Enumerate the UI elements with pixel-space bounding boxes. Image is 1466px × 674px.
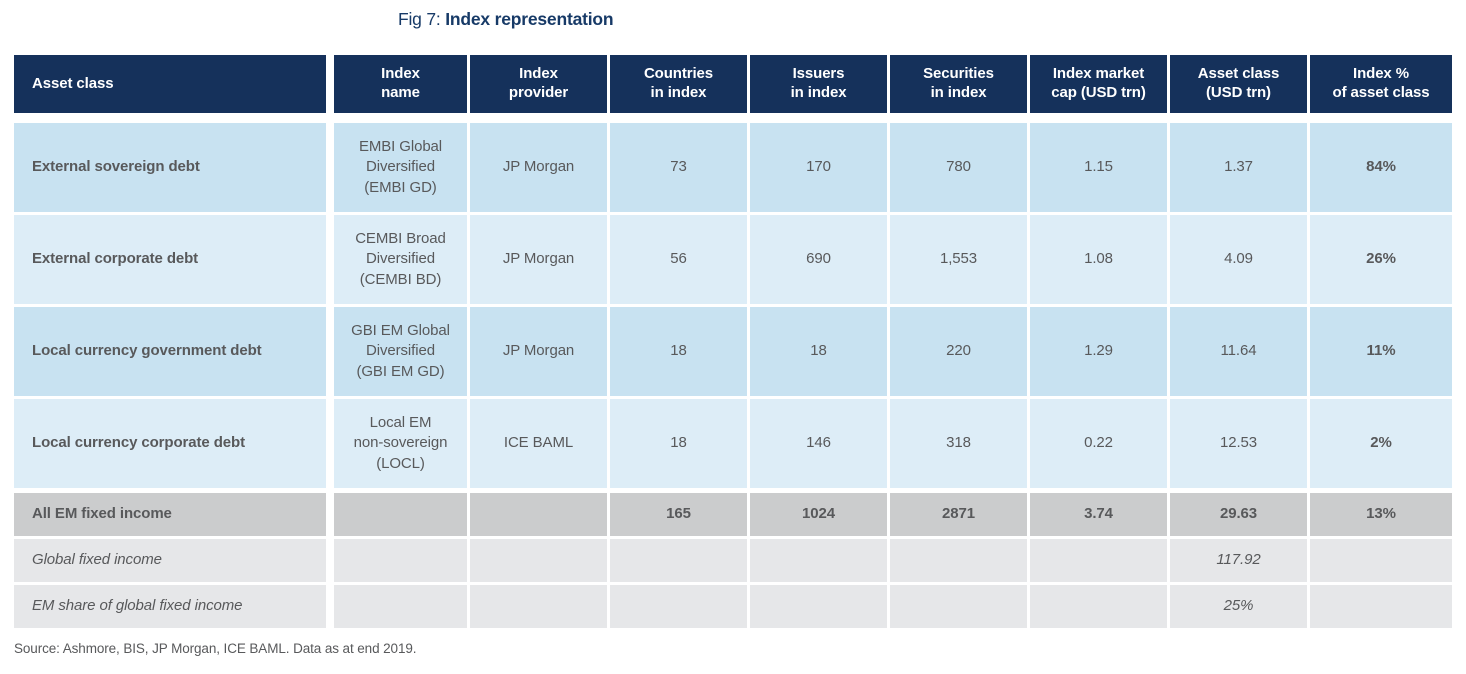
row-label: External corporate debt xyxy=(14,215,326,304)
row-label: EM share of global fixed income xyxy=(14,585,326,628)
table-cell xyxy=(334,585,467,628)
table-cell: 1.29 xyxy=(1030,307,1167,396)
table-cell: 1.37 xyxy=(1170,123,1307,212)
table-cell xyxy=(1310,585,1452,628)
table-cell: Local EM non-sovereign (LOCL) xyxy=(334,399,467,488)
table-cell: 1.15 xyxy=(1030,123,1167,212)
table-cell: CEMBI Broad Diversified (CEMBI BD) xyxy=(334,215,467,304)
table-cell: 1,553 xyxy=(890,215,1027,304)
table-cell: JP Morgan xyxy=(470,123,607,212)
table-cell xyxy=(1030,539,1167,582)
table-cell xyxy=(1310,539,1452,582)
column-header-index-market-cap: Index market cap (USD trn) xyxy=(1030,55,1167,113)
table-cell: 11% xyxy=(1310,307,1452,396)
table-cell xyxy=(750,585,887,628)
table-cell: 1024 xyxy=(750,493,887,536)
table-row-local-currency-corporate-debt: Local currency corporate debt Local EM n… xyxy=(14,399,1452,488)
row-label: External sovereign debt xyxy=(14,123,326,212)
table-cell: 0.22 xyxy=(1030,399,1167,488)
table-cell: 12.53 xyxy=(1170,399,1307,488)
table-cell: 4.09 xyxy=(1170,215,1307,304)
table-cell: 690 xyxy=(750,215,887,304)
row-label: All EM fixed income xyxy=(14,493,326,536)
table-cell xyxy=(750,539,887,582)
figure-title-prefix: Fig 7: xyxy=(398,9,441,29)
source-note: Source: Ashmore, BIS, JP Morgan, ICE BAM… xyxy=(14,641,417,656)
table-row-all-em-fixed-income: All EM fixed income 165 1024 2871 3.74 2… xyxy=(14,493,1452,536)
table-cell: 18 xyxy=(610,307,747,396)
table-cell: 2871 xyxy=(890,493,1027,536)
table-cell xyxy=(470,585,607,628)
table-row-external-corporate-debt: External corporate debt CEMBI Broad Dive… xyxy=(14,215,1452,304)
row-label: Local currency government debt xyxy=(14,307,326,396)
table-cell xyxy=(470,539,607,582)
index-representation-table: Asset class Index name Index provider Co… xyxy=(14,55,1452,628)
figure-title-main: Index representation xyxy=(445,9,614,29)
table-cell xyxy=(890,539,1027,582)
table-cell: 165 xyxy=(610,493,747,536)
table-cell: 56 xyxy=(610,215,747,304)
table-cell: 18 xyxy=(610,399,747,488)
table-cell xyxy=(334,539,467,582)
table-cell: 11.64 xyxy=(1170,307,1307,396)
table-cell: 146 xyxy=(750,399,887,488)
table-cell: 26% xyxy=(1310,215,1452,304)
table-row-external-sovereign-debt: External sovereign debt EMBI Global Dive… xyxy=(14,123,1452,212)
table-cell: JP Morgan xyxy=(470,307,607,396)
table-cell xyxy=(890,585,1027,628)
column-header-asset-class: Asset class xyxy=(14,55,326,113)
table-cell: 73 xyxy=(610,123,747,212)
table-cell xyxy=(610,539,747,582)
table-row-local-currency-government-debt: Local currency government debt GBI EM Gl… xyxy=(14,307,1452,396)
table-cell: 220 xyxy=(890,307,1027,396)
table-cell: 318 xyxy=(890,399,1027,488)
table-cell xyxy=(610,585,747,628)
table-cell: 170 xyxy=(750,123,887,212)
table-cell: 2% xyxy=(1310,399,1452,488)
table-cell: JP Morgan xyxy=(470,215,607,304)
column-header-countries: Countries in index xyxy=(610,55,747,113)
column-header-index-pct: Index % of asset class xyxy=(1310,55,1452,113)
column-header-securities: Securities in index xyxy=(890,55,1027,113)
table-cell: 13% xyxy=(1310,493,1452,536)
table-cell xyxy=(334,493,467,536)
table-row-global-fixed-income: Global fixed income 117.92 xyxy=(14,539,1452,582)
column-header-index-name: Index name xyxy=(334,55,467,113)
table-cell xyxy=(470,493,607,536)
table-row-em-share-of-global-fixed-income: EM share of global fixed income 25% xyxy=(14,585,1452,628)
row-label: Global fixed income xyxy=(14,539,326,582)
table-cell: 25% xyxy=(1170,585,1307,628)
table-cell: 84% xyxy=(1310,123,1452,212)
table-cell: 780 xyxy=(890,123,1027,212)
table-cell: 3.74 xyxy=(1030,493,1167,536)
table-cell: 18 xyxy=(750,307,887,396)
table-cell: EMBI Global Diversified (EMBI GD) xyxy=(334,123,467,212)
table-cell xyxy=(1030,585,1167,628)
table-cell: GBI EM Global Diversified (GBI EM GD) xyxy=(334,307,467,396)
table-cell: ICE BAML xyxy=(470,399,607,488)
row-label: Local currency corporate debt xyxy=(14,399,326,488)
table-cell: 117.92 xyxy=(1170,539,1307,582)
table-cell: 29.63 xyxy=(1170,493,1307,536)
column-header-asset-class-trn: Asset class (USD trn) xyxy=(1170,55,1307,113)
figure-title: Fig 7: Index representation xyxy=(398,9,614,30)
column-header-issuers: Issuers in index xyxy=(750,55,887,113)
column-header-index-provider: Index provider xyxy=(470,55,607,113)
table-header-row: Asset class Index name Index provider Co… xyxy=(14,55,1452,113)
table-cell: 1.08 xyxy=(1030,215,1167,304)
